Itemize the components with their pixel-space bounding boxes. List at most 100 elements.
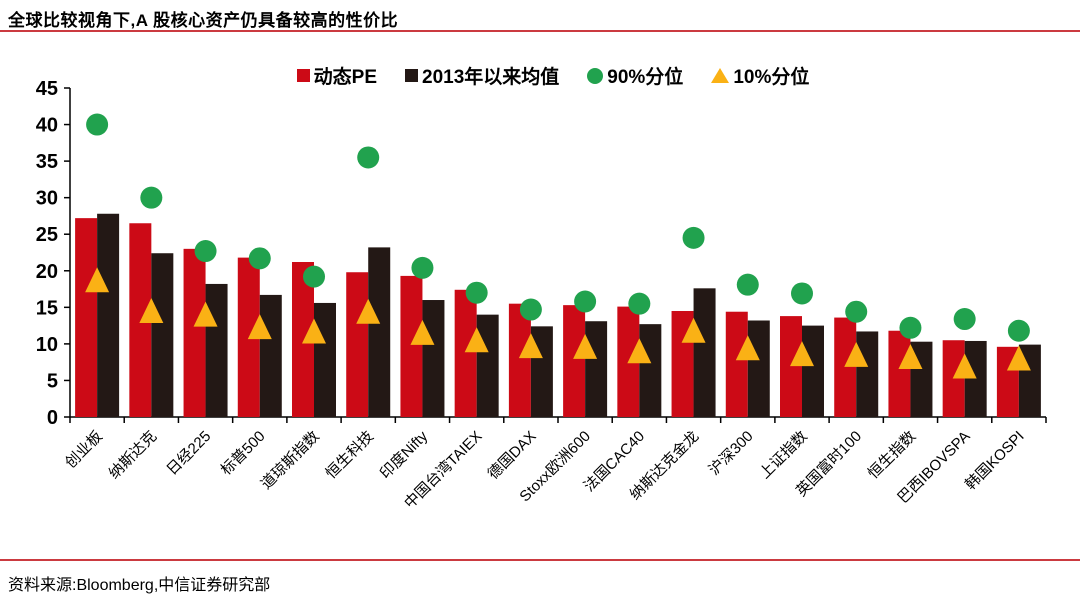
marker-p10-triangle — [573, 333, 598, 359]
marker-p10-triangle — [1006, 345, 1031, 371]
x-category-label: 创业板 — [61, 427, 106, 472]
marker-p10-triangle — [356, 298, 381, 324]
bar-mean-since-2013 — [97, 213, 120, 417]
marker-p10-triangle — [139, 297, 164, 323]
marker-p10-triangle — [85, 267, 110, 293]
y-tick-label: 10 — [36, 334, 58, 356]
pe-chart: 0 5 10 15 20 25 30 35 40 45 创业板 纳斯达克 日经225 标普500道琼斯指数… — [36, 78, 1047, 512]
marker-p10-triangle — [247, 314, 272, 340]
bar-mean-since-2013 — [476, 314, 499, 417]
legend-item-p10: 10%分位 — [711, 62, 809, 89]
bar-mean-since-2013 — [205, 283, 228, 417]
marker-p90-circle — [899, 316, 922, 339]
bar-mean-since-2013 — [259, 294, 282, 417]
source-note: 资料来源:Bloomberg,中信证券研究部 — [8, 577, 271, 594]
x-category-label: 德国DAX — [484, 427, 540, 483]
bar-mean-since-2013 — [530, 326, 553, 417]
marker-p10-triangle — [790, 341, 814, 367]
bar-dynamic-pe — [563, 305, 586, 417]
marker-p90-circle — [682, 226, 705, 249]
bar-mean-since-2013 — [964, 340, 987, 417]
bar-dynamic-pe — [888, 330, 911, 417]
y-tick-label: 35 — [36, 151, 58, 173]
legend-square-red-icon — [296, 69, 310, 82]
marker-p10-triangle — [518, 333, 543, 359]
bar-mean-since-2013 — [151, 253, 174, 417]
bar-dynamic-pe — [346, 272, 369, 417]
y-tick-label: 25 — [36, 224, 58, 246]
marker-p10-triangle — [952, 353, 977, 379]
y-tick-label: 15 — [36, 297, 58, 319]
bar-mean-since-2013 — [802, 325, 824, 417]
bar-dynamic-pe — [942, 340, 965, 417]
marker-p90-circle — [303, 265, 325, 288]
marker-p10-triangle — [410, 319, 435, 345]
marker-p90-circle — [411, 256, 434, 279]
bar-mean-since-2013 — [693, 288, 716, 417]
marker-p10-triangle — [464, 327, 489, 353]
x-category-label: 恒生科技 — [323, 428, 377, 482]
marker-p90-circle — [1007, 319, 1030, 342]
bar-mean-since-2013 — [856, 331, 879, 417]
marker-p90-circle — [953, 308, 976, 331]
legend-item-mean-since-2013: 2013年以来均值 — [405, 62, 559, 89]
legend-label-p10: 10%分位 — [733, 67, 810, 88]
legend-circle-green-icon — [587, 67, 604, 84]
x-category-label: 日经225 — [163, 428, 214, 479]
marker-p90-circle — [465, 281, 488, 304]
bar-mean-since-2013 — [639, 324, 662, 417]
x-category-label: 标普500 — [218, 428, 269, 479]
title-divider — [0, 30, 1080, 32]
marker-p10-triangle — [627, 338, 652, 364]
bar-dynamic-pe — [780, 316, 802, 417]
legend-label-dynamic-pe: 动态PE — [313, 67, 377, 88]
x-category-label: 道琼斯指数 — [258, 428, 323, 493]
bar-dynamic-pe — [183, 248, 206, 417]
marker-p10-triangle — [193, 301, 218, 327]
marker-p90-circle — [736, 273, 759, 296]
bar-mean-since-2013 — [314, 302, 336, 417]
x-category-label: 沪深300 — [706, 428, 757, 479]
legend-square-black-icon — [405, 69, 418, 82]
marker-p90-circle — [86, 113, 109, 136]
bar-dynamic-pe — [508, 303, 531, 417]
bar-mean-since-2013 — [747, 320, 770, 417]
marker-p90-circle — [628, 292, 651, 315]
marker-p10-triangle — [735, 335, 760, 361]
marker-p90-circle — [519, 298, 542, 321]
x-category-label: 印度Nifty — [377, 427, 432, 482]
bar-dynamic-pe — [292, 262, 314, 417]
bar-mean-since-2013 — [422, 300, 445, 417]
marker-p90-circle — [845, 300, 868, 323]
legend-label-mean-since-2013: 2013年以来均值 — [422, 67, 560, 88]
bar-dynamic-pe — [129, 223, 152, 417]
marker-p90-circle — [248, 247, 271, 270]
marker-p10-triangle — [302, 318, 326, 344]
marker-p90-circle — [194, 240, 217, 263]
chart-area: 0 5 10 15 20 25 30 35 40 45 创业板 纳斯达克 日经225 标普500 道琼斯指数… — [0, 55, 1080, 535]
marker-p90-circle — [574, 290, 597, 313]
y-tick-label: 20 — [36, 261, 58, 283]
bar-dynamic-pe — [834, 317, 857, 417]
legend-item-p90: 90%分位 — [587, 62, 683, 89]
legend-label-p90: 90%分位 — [607, 67, 684, 88]
legend-triangle-yellow-icon — [711, 68, 730, 83]
bar-dynamic-pe — [454, 289, 477, 417]
bar-dynamic-pe — [400, 275, 423, 417]
legend: 动态PE 2013年以来均值 90%分位 10%分位 — [0, 62, 1080, 89]
marker-p90-circle — [791, 282, 813, 305]
marker-p10-triangle — [898, 344, 923, 370]
y-tick-label: 5 — [47, 370, 58, 392]
y-tick-label: 40 — [36, 115, 58, 137]
y-tick-label: 0 — [47, 407, 58, 429]
x-category-label: 恒生指数 — [865, 428, 919, 482]
y-tick-label: 30 — [36, 188, 58, 210]
legend-item-dynamic-pe: 动态PE — [296, 62, 377, 89]
marker-p90-circle — [140, 186, 163, 209]
y-tick-label: 45 — [36, 78, 58, 100]
bar-mean-since-2013 — [585, 321, 608, 417]
x-category-label: 上证指数 — [756, 428, 810, 482]
marker-p10-triangle — [681, 317, 706, 343]
bar-dynamic-pe — [75, 218, 98, 417]
